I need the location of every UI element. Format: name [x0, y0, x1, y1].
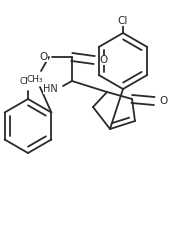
Text: CH₃: CH₃ [20, 76, 36, 85]
Text: O: O [160, 96, 168, 106]
Text: CH₃: CH₃ [27, 74, 43, 84]
Text: HN: HN [43, 84, 57, 94]
Text: O: O [40, 52, 48, 62]
Text: O: O [100, 55, 108, 65]
Text: Cl: Cl [118, 16, 128, 26]
